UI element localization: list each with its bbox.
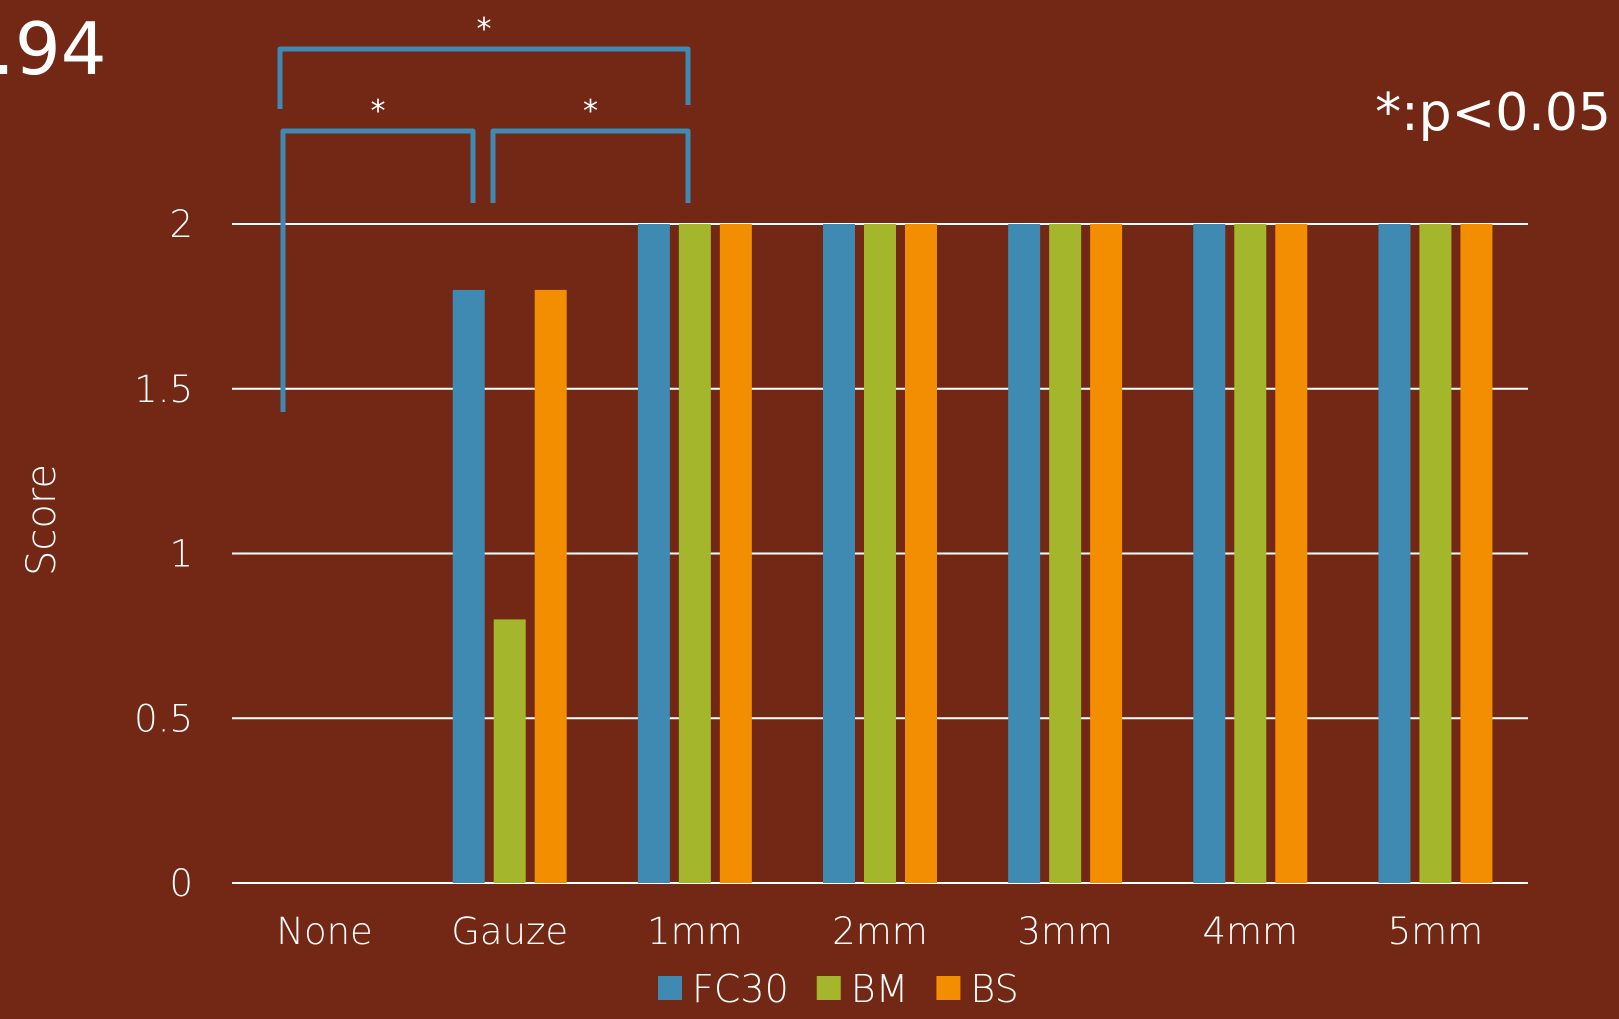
x-category-label: 5mm <box>1388 910 1484 953</box>
y-tick-label: 0 <box>169 862 193 905</box>
bar <box>1090 224 1123 883</box>
bar <box>637 224 670 883</box>
significance-star: * <box>583 94 598 129</box>
bar <box>905 224 937 883</box>
significance-bracket <box>277 46 691 109</box>
x-category-label: None <box>276 910 373 953</box>
x-axis-categories: None Gauze 1mm 2mm 3mm 4mm 5mm <box>276 910 1483 953</box>
legend-label: BM <box>851 967 909 1011</box>
bar <box>1193 224 1226 883</box>
bar <box>1234 224 1267 883</box>
bar <box>1419 224 1452 883</box>
bar <box>719 224 752 883</box>
legend: FC30 BM BS <box>658 967 1019 1011</box>
significance-note: *:p<0.05 <box>1375 83 1611 143</box>
y-tick-label: 1 <box>169 533 193 576</box>
significance-star: * <box>371 94 386 129</box>
x-category-label: 3mm <box>1017 910 1113 953</box>
bar <box>864 224 896 883</box>
bar <box>1049 224 1082 883</box>
significance-bracket <box>280 128 476 412</box>
bar <box>1378 224 1411 883</box>
legend-swatch <box>936 976 961 1000</box>
significance-star: * <box>477 12 492 47</box>
x-category-label: 2mm <box>832 910 928 953</box>
bar <box>678 224 711 883</box>
y-tick-label: 1.5 <box>134 368 193 411</box>
x-category-label: Gauze <box>451 910 568 953</box>
x-category-label: 1mm <box>647 910 743 953</box>
y-tick-label: 0.5 <box>134 697 193 740</box>
y-axis-label: Score <box>19 464 65 576</box>
bar <box>1460 224 1493 883</box>
x-category-label: 4mm <box>1202 910 1298 953</box>
y-tick-label: 2 <box>169 203 193 246</box>
bar <box>1275 224 1308 883</box>
bar <box>534 289 567 883</box>
bar <box>493 619 526 883</box>
bar <box>823 224 855 883</box>
bars <box>452 224 1493 883</box>
significance-brackets: * * * <box>277 12 691 412</box>
legend-swatch <box>658 976 682 1000</box>
legend-label: FC30 <box>692 967 789 1011</box>
bar <box>452 289 485 883</box>
bar <box>1008 224 1041 883</box>
legend-label: BS <box>970 967 1018 1011</box>
y-axis-ticks: 0 0.5 1 1.5 2 <box>134 203 193 905</box>
significance-bracket <box>490 128 691 203</box>
corner-text: .94 <box>0 7 107 91</box>
legend-swatch <box>816 976 841 1000</box>
